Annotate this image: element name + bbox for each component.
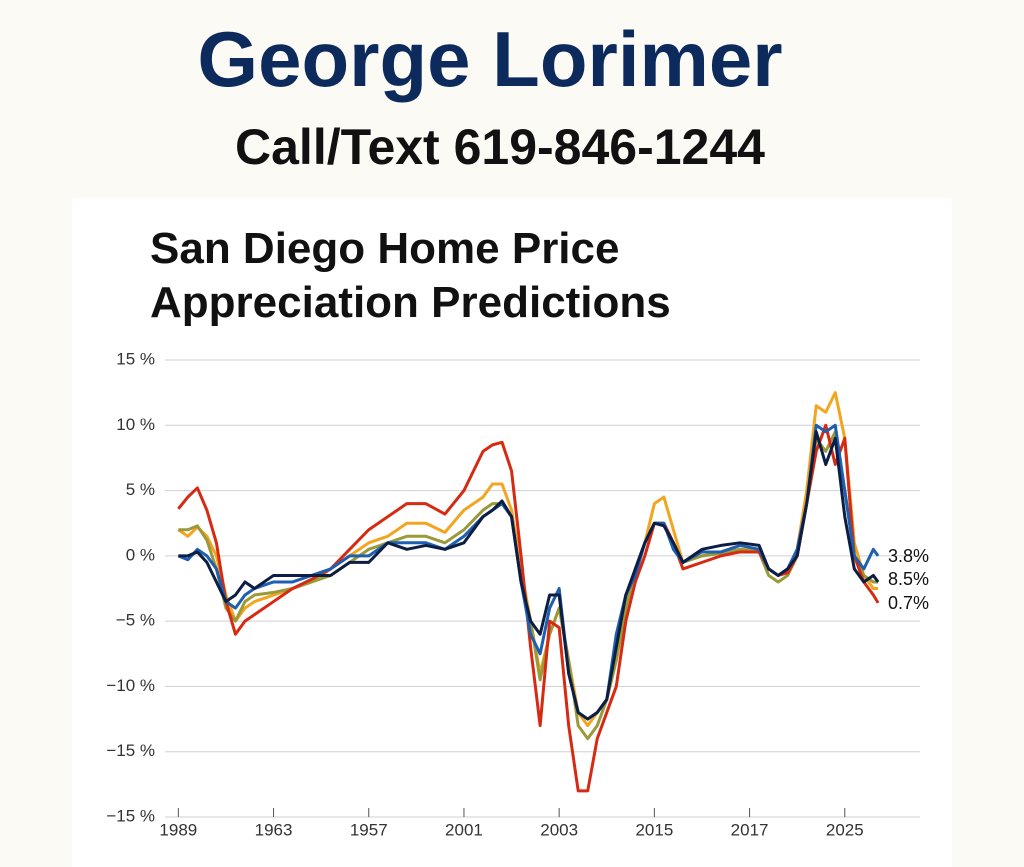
x-tick-label: 2017 (731, 820, 769, 839)
x-tick-label: 2015 (635, 820, 673, 839)
y-tick-label: 5 % (126, 480, 155, 499)
end-label: 8.5% (888, 569, 929, 589)
x-tick-label: 1989 (159, 820, 197, 839)
x-tick-label: 1963 (255, 820, 293, 839)
x-tick-label: 2025 (826, 820, 864, 839)
series-line (177, 391, 879, 728)
x-tick-label: 2001 (445, 820, 483, 839)
end-label: 3.8% (888, 546, 929, 566)
y-tick-label: 0 % (126, 545, 155, 564)
end-label: 0.7% (888, 593, 929, 613)
agent-phone: Call/Text 619-846-1244 (235, 119, 765, 175)
agent-name: George Lorimer (197, 15, 783, 103)
y-tick-label: 15 % (116, 349, 155, 368)
series-line (178, 430, 880, 721)
y-tick-label: −15 % (106, 741, 155, 760)
chart-card (72, 198, 952, 867)
series-line (177, 423, 880, 793)
y-tick-label: 10 % (116, 415, 155, 434)
chart-title: San Diego Home Price Appreciation Predic… (150, 224, 671, 327)
x-tick-label: 1957 (350, 820, 388, 839)
y-tick-label: −15 % (106, 806, 155, 825)
y-tick-label: −10 % (106, 676, 155, 695)
series-line (178, 430, 879, 741)
y-tick-label: −5 % (116, 611, 155, 630)
x-tick-label: 2003 (540, 820, 578, 839)
